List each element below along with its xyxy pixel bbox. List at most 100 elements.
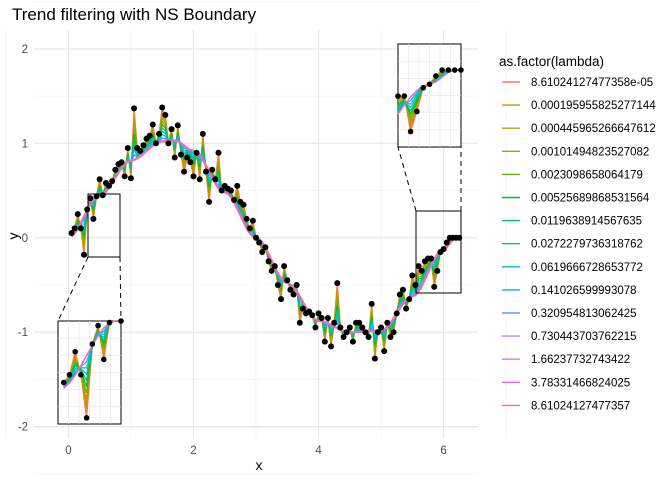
data-point: [206, 198, 213, 205]
legend-label: 0.0272279736318762: [531, 239, 643, 251]
data-point: [171, 154, 178, 161]
data-point: [321, 338, 328, 345]
data-point: [184, 154, 191, 161]
legend: 8.61024127477358e-05 0.000195955825277144…: [502, 77, 656, 412]
data-point: [87, 195, 94, 202]
data-point: [74, 211, 81, 218]
y-tick-label: -1: [18, 327, 28, 339]
data-point: [371, 355, 378, 362]
data-point: [199, 130, 206, 137]
data-point: [349, 338, 356, 345]
data-point: [259, 248, 266, 255]
legend-label: 0.000195955825277144: [531, 100, 656, 112]
data-point: [109, 178, 116, 185]
data-point: [231, 197, 238, 203]
data-point: [218, 187, 225, 194]
legend-label: 0.0119638914567635: [531, 216, 642, 228]
data-point: [156, 130, 163, 137]
data-point: [281, 263, 288, 270]
data-point: [152, 140, 159, 147]
data-point: [174, 122, 181, 129]
legend-title: as.factor(lambda): [499, 54, 604, 69]
zoom-data-point: [458, 67, 464, 73]
data-point: [68, 230, 75, 237]
data-point: [209, 166, 216, 173]
data-point: [409, 272, 416, 279]
data-point: [428, 255, 435, 262]
data-point: [215, 149, 222, 156]
zoom-connector: [397, 146, 417, 212]
data-point: [296, 319, 303, 326]
zoom-insets: [57, 43, 464, 425]
data-point: [359, 324, 366, 331]
zoom-data-point: [78, 372, 84, 378]
zoom-data-point: [101, 356, 107, 363]
zoom-data-point: [95, 322, 101, 329]
data-point: [393, 310, 400, 317]
data-point: [293, 282, 300, 288]
data-point: [434, 267, 441, 274]
series-line: [70, 115, 460, 351]
x-tick-label: 6: [440, 445, 446, 457]
data-point: [212, 176, 219, 183]
data-point: [343, 329, 350, 336]
data-point: [253, 234, 259, 241]
zoom-data-point: [451, 67, 458, 73]
legend-label: 0.141026599993078: [531, 285, 637, 297]
data-point: [165, 140, 172, 147]
data-point: [121, 173, 128, 180]
data-point: [418, 267, 425, 274]
data-point: [287, 286, 294, 293]
data-point: [99, 192, 106, 199]
data-point: [256, 239, 263, 246]
data-point: [124, 145, 131, 152]
zoom-connector: [57, 256, 89, 322]
data-point: [71, 225, 78, 232]
zoom-data-point: [106, 319, 113, 326]
data-point: [368, 300, 375, 307]
data-point: [90, 215, 97, 222]
data-point: [346, 324, 353, 331]
x-tick-label: 2: [190, 445, 196, 457]
data-point: [299, 305, 306, 312]
data-point: [193, 149, 200, 156]
data-point: [268, 267, 275, 274]
zoom-data-point: [60, 379, 67, 386]
data-point: [149, 121, 156, 128]
data-point: [328, 343, 335, 350]
data-point: [356, 319, 363, 326]
data-point: [77, 225, 84, 232]
series-line: [70, 119, 460, 348]
data-point: [137, 147, 144, 154]
y-tick-label: 1: [22, 138, 28, 150]
data-point: [84, 206, 91, 213]
x-tick-label: 0: [65, 445, 71, 457]
data-point: [403, 305, 410, 312]
legend-label: 1.66237732743422: [531, 354, 630, 366]
y-tick-label: 2: [22, 44, 28, 56]
zoom-source-box: [87, 193, 121, 258]
x-axis-title: x: [256, 457, 263, 473]
data-point: [131, 105, 138, 112]
data-point: [168, 126, 175, 133]
zoom-source-box: [415, 210, 462, 294]
data-point: [440, 246, 447, 253]
data-point: [243, 215, 250, 222]
data-point: [312, 324, 319, 331]
legend-label: 0.00525689868531564: [531, 193, 650, 205]
data-point: [112, 166, 119, 173]
zoom-data-point: [439, 67, 445, 73]
legend-label: 8.61024127477358e-05: [531, 77, 653, 89]
data-point: [177, 151, 184, 158]
zoom-data-point: [426, 81, 433, 88]
data-point: [118, 159, 125, 166]
legend-label: 0.00101494823527082: [531, 146, 649, 158]
zoom-data-point: [89, 341, 96, 347]
data-point: [234, 182, 241, 189]
legend-label: 0.320954813062425: [531, 308, 637, 320]
legend-label: 0.730443703762215: [531, 331, 637, 343]
data-point: [390, 329, 397, 336]
legend-label: 0.000445965266647612: [531, 123, 656, 135]
data-point: [374, 329, 381, 336]
